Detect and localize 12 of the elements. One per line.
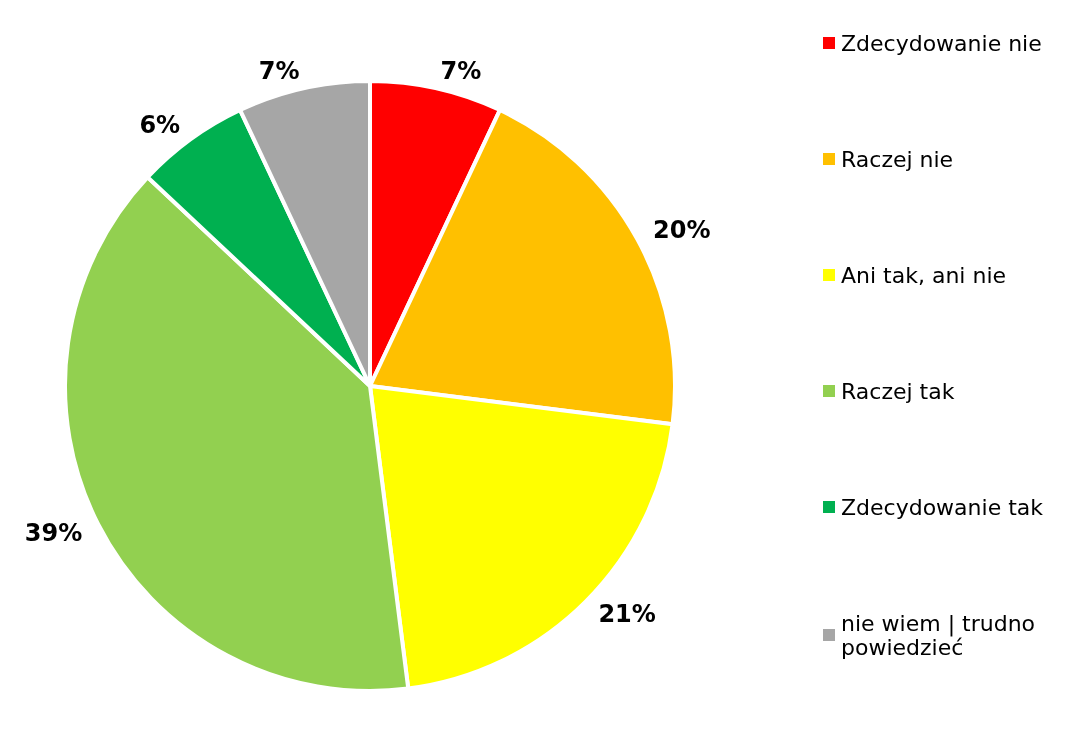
data-label: 39% [24,518,83,547]
legend-label: Zdecydowanie tak [841,494,1044,520]
legend-label: Raczej nie [841,146,954,172]
legend-label: Ani tak, ani nie [841,262,1007,288]
data-label: 6% [139,110,181,139]
data-label: 20% [653,216,711,245]
data-label: 7% [440,56,482,85]
legend-label: Zdecydowanie nie [841,30,1042,56]
data-label: 21% [598,600,656,629]
data-label: 7% [258,56,300,85]
legend-label: nie wiem | trudno powiedzieć [841,610,1043,660]
legend-label: Raczej tak [841,378,955,404]
